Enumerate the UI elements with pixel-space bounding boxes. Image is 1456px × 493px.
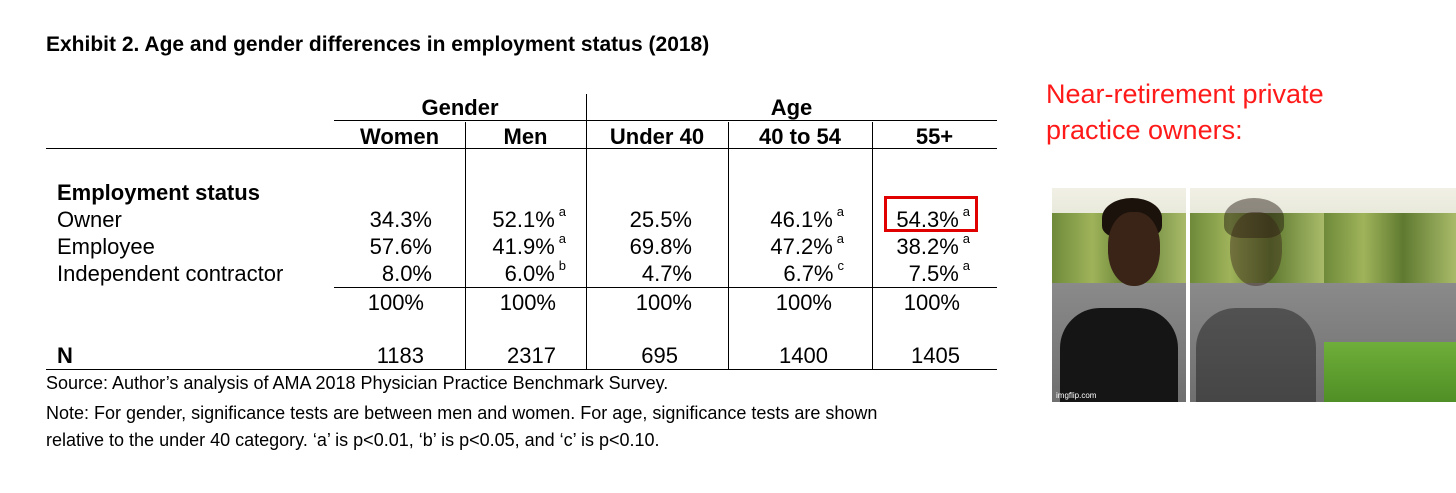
table-cell: 52.1% a (492, 204, 566, 232)
column-header-men: Men (503, 124, 548, 149)
table-cell: 25.5% (629, 207, 692, 232)
totals-rule (334, 287, 997, 288)
row-label-contractor: Independent contractor (57, 261, 284, 286)
exhibit-title: Exhibit 2. Age and gender differences in… (46, 33, 710, 56)
meme-caption-line-1: Near-retirement private (1046, 79, 1324, 109)
table-cell: 47.2% a (770, 231, 844, 259)
meme-panel-2 (1190, 188, 1324, 402)
n-cell: 2317 (507, 343, 556, 368)
divider-women-men (465, 122, 466, 370)
table-cell: 38.2% a (896, 231, 970, 259)
section-label: Employment status (57, 180, 260, 205)
table-cell: 69.8% (629, 234, 692, 259)
total-cell: 100% (635, 290, 692, 315)
table-cell: 34.3% (369, 207, 432, 232)
total-cell: 100% (367, 290, 424, 315)
table-cell: 6.0% b (504, 258, 566, 286)
source-note: Source: Author’s analysis of AMA 2018 Ph… (46, 373, 669, 393)
fading-person-meme: imgflip.com (1052, 188, 1456, 402)
header-rule-columns (46, 148, 997, 149)
divider-40to54-55plus (872, 122, 873, 370)
bottom-rule (46, 369, 997, 370)
employment-table: Gender Age Women Men Under 40 40 to 54 5… (46, 94, 997, 450)
column-header-under-40: Under 40 (609, 124, 705, 149)
group-header-age: Age (770, 95, 813, 120)
n-cell: 1405 (911, 343, 960, 368)
table-cell: 8.0% (381, 261, 432, 286)
table-cell-highlighted: 54.3% a (896, 204, 970, 232)
significance-note-line-1: Note: For gender, significance tests are… (46, 403, 878, 423)
highlight-box (884, 196, 978, 232)
total-cell: 100% (499, 290, 556, 315)
total-cell: 100% (775, 290, 832, 315)
table-cell: 7.5% a (908, 258, 970, 286)
table-cell: 41.9% a (492, 231, 566, 259)
table-cell: 6.7% c (783, 258, 844, 286)
table-cell: 46.1% a (770, 204, 844, 232)
header-rule-group (334, 120, 997, 121)
column-header-40-to-54: 40 to 54 (759, 124, 841, 149)
row-label-employee: Employee (57, 234, 155, 259)
n-cell: 1183 (376, 343, 424, 368)
meme-watermark: imgflip.com (1056, 391, 1097, 400)
group-header-gender: Gender (421, 95, 499, 120)
meme-caption: Near-retirement private practice owners: (1046, 76, 1324, 148)
n-cell: 1400 (779, 343, 828, 368)
row-label-n: N (57, 343, 73, 368)
row-label-owner: Owner (57, 207, 122, 232)
table-cell: 57.6% (369, 234, 432, 259)
significance-note-line-2: relative to the under 40 category. ‘a’ i… (46, 430, 660, 450)
table-cell: 4.7% (641, 261, 692, 286)
column-header-55-plus: 55+ (915, 124, 954, 149)
n-cell: 695 (641, 343, 678, 368)
total-cell: 100% (903, 290, 960, 315)
meme-caption-line-2: practice owners: (1046, 115, 1243, 145)
divider-under40-40to54 (728, 122, 729, 370)
meme-panel-1: imgflip.com (1052, 188, 1186, 402)
column-header-women: Women (359, 124, 440, 149)
divider-gender-age (586, 94, 587, 370)
meme-panel-3 (1324, 188, 1456, 402)
